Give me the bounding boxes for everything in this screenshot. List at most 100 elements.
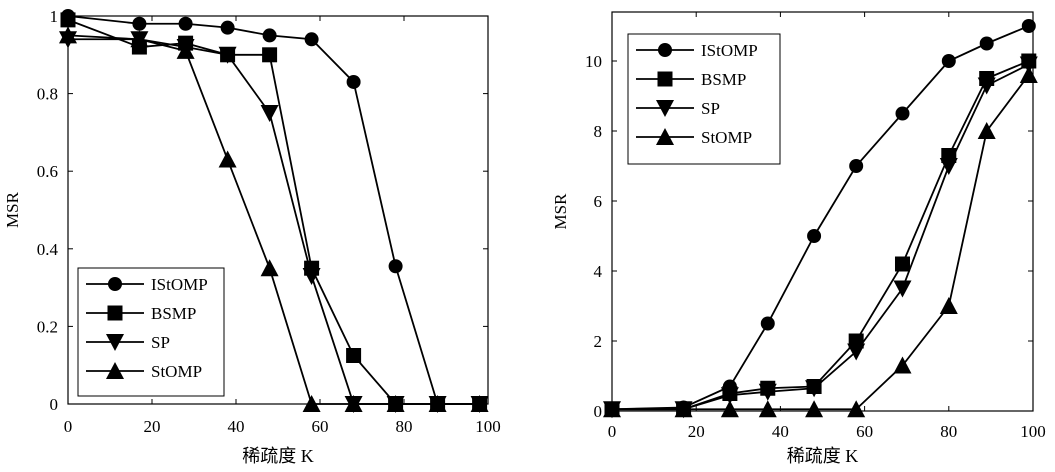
series-line-StOMP bbox=[67, 34, 480, 405]
data-point-StOMP bbox=[805, 400, 824, 418]
data-point-StOMP bbox=[720, 400, 739, 418]
data-point-StOMP bbox=[939, 297, 958, 314]
y-axis-label: MSR bbox=[3, 191, 22, 228]
data-point-StOMP bbox=[260, 259, 279, 277]
legend-label: StOMP bbox=[151, 362, 202, 381]
y-tick-label: 4 bbox=[594, 262, 603, 281]
data-point-IStOMP bbox=[346, 74, 361, 89]
legend-label: SP bbox=[701, 99, 720, 118]
data-point-IStOMP bbox=[849, 159, 864, 173]
series-line-IStOMP bbox=[67, 15, 480, 405]
data-point-IStOMP bbox=[132, 16, 147, 31]
legend-label: StOMP bbox=[701, 128, 752, 147]
y-tick-label: 0.8 bbox=[37, 85, 58, 104]
series-line-StOMP bbox=[612, 74, 1030, 411]
chart-right: 0 20 40 60 80 100 0 2 4 6 8 10 稀疏度 K MSR IStOMP BSMP SP S… bbox=[551, 11, 1046, 466]
data-point-StOMP bbox=[847, 400, 866, 418]
data-point-IStOMP bbox=[262, 28, 277, 43]
data-point-SP bbox=[847, 343, 866, 361]
data-point-SP bbox=[720, 387, 739, 405]
y-tick-label: 2 bbox=[594, 332, 603, 351]
x-tick-label: 0 bbox=[608, 422, 617, 441]
y-axis-label: MSR bbox=[551, 193, 570, 230]
legend-marker-BSMP bbox=[657, 71, 673, 87]
y-tick-label: 0 bbox=[594, 402, 603, 421]
legend-label: BSMP bbox=[701, 70, 746, 89]
legend-marker-SP bbox=[106, 334, 124, 351]
data-point-StOMP bbox=[59, 26, 77, 44]
data-point-StOMP bbox=[603, 400, 621, 418]
data-point-IStOMP bbox=[979, 36, 994, 51]
data-point-SP bbox=[302, 267, 321, 285]
data-point-StOMP bbox=[130, 30, 149, 48]
data-point-BSMP bbox=[894, 256, 910, 272]
y-tick-label: 1 bbox=[50, 7, 59, 26]
legend-box bbox=[627, 33, 781, 165]
legend-marker-SP bbox=[656, 100, 674, 117]
x-tick-label: 80 bbox=[940, 422, 957, 441]
data-point-IStOMP bbox=[388, 259, 403, 274]
chart-left: 0 20 40 60 80 100 0 0.2 0.4 0.6 0.8 1 稀疏度 K MSR IStOMP… bbox=[3, 7, 501, 466]
data-point-SP bbox=[218, 46, 237, 64]
y-tick-label: 0.4 bbox=[37, 240, 59, 259]
data-point-SP bbox=[758, 383, 777, 401]
data-point-BSMP bbox=[346, 348, 362, 363]
y-tick-label: 10 bbox=[585, 52, 602, 71]
data-point-IStOMP bbox=[1021, 19, 1036, 33]
data-point-StOMP bbox=[893, 356, 912, 374]
x-axis-label: 稀疏度 K bbox=[242, 446, 314, 466]
legend-marker-StOMP bbox=[656, 128, 674, 145]
data-point-SP bbox=[977, 77, 996, 95]
legend-label: SP bbox=[151, 333, 170, 352]
legend-marker-StOMP bbox=[106, 362, 124, 379]
data-point-SP bbox=[805, 380, 824, 398]
legend-label: IStOMP bbox=[701, 41, 758, 60]
data-point-IStOMP bbox=[760, 316, 775, 331]
y-tick-label: 0 bbox=[50, 395, 59, 414]
data-point-StOMP bbox=[386, 395, 405, 412]
data-point-IStOMP bbox=[220, 20, 235, 35]
x-tick-label: 60 bbox=[856, 422, 873, 441]
y-tick-label: 0.2 bbox=[37, 317, 58, 336]
data-point-SP bbox=[1019, 56, 1038, 74]
data-point-StOMP bbox=[218, 150, 237, 168]
data-point-IStOMP bbox=[178, 16, 193, 31]
data-point-StOMP bbox=[428, 395, 447, 412]
x-tick-label: 100 bbox=[475, 417, 501, 436]
data-point-SP bbox=[939, 158, 958, 175]
legend-marker-IStOMP bbox=[658, 43, 672, 57]
plot-frame bbox=[611, 11, 1034, 412]
x-tick-label: 40 bbox=[772, 422, 789, 441]
data-point-BSMP bbox=[262, 47, 278, 63]
data-point-SP bbox=[260, 105, 279, 122]
x-tick-label: 80 bbox=[396, 417, 413, 436]
data-point-StOMP bbox=[470, 395, 489, 412]
x-tick-label: 100 bbox=[1020, 422, 1046, 441]
x-tick-label: 20 bbox=[688, 422, 705, 441]
data-point-StOMP bbox=[302, 395, 321, 412]
legend-label: IStOMP bbox=[151, 275, 208, 294]
series-line-SP bbox=[612, 63, 1030, 411]
data-point-StOMP bbox=[1019, 66, 1038, 83]
x-tick-label: 20 bbox=[144, 417, 161, 436]
data-point-IStOMP bbox=[895, 106, 910, 121]
series-line-IStOMP bbox=[611, 25, 1030, 411]
legend-box bbox=[77, 267, 225, 397]
x-axis-label: 稀疏度 K bbox=[787, 446, 859, 466]
data-point-StOMP bbox=[674, 400, 693, 418]
legend-marker-IStOMP bbox=[108, 277, 122, 291]
data-point-IStOMP bbox=[304, 32, 319, 47]
data-point-IStOMP bbox=[807, 229, 822, 243]
plot-frame bbox=[67, 15, 489, 405]
x-tick-label: 0 bbox=[64, 417, 73, 436]
y-tick-label: 6 bbox=[594, 192, 603, 211]
x-tick-label: 40 bbox=[228, 417, 245, 436]
legend-marker-BSMP bbox=[107, 305, 123, 321]
legend-label: BSMP bbox=[151, 304, 196, 323]
data-point-BSMP bbox=[60, 12, 76, 28]
data-point-SP bbox=[893, 280, 912, 298]
data-point-StOMP bbox=[977, 122, 996, 139]
y-tick-label: 8 bbox=[594, 122, 603, 141]
x-tick-label: 60 bbox=[312, 417, 329, 436]
